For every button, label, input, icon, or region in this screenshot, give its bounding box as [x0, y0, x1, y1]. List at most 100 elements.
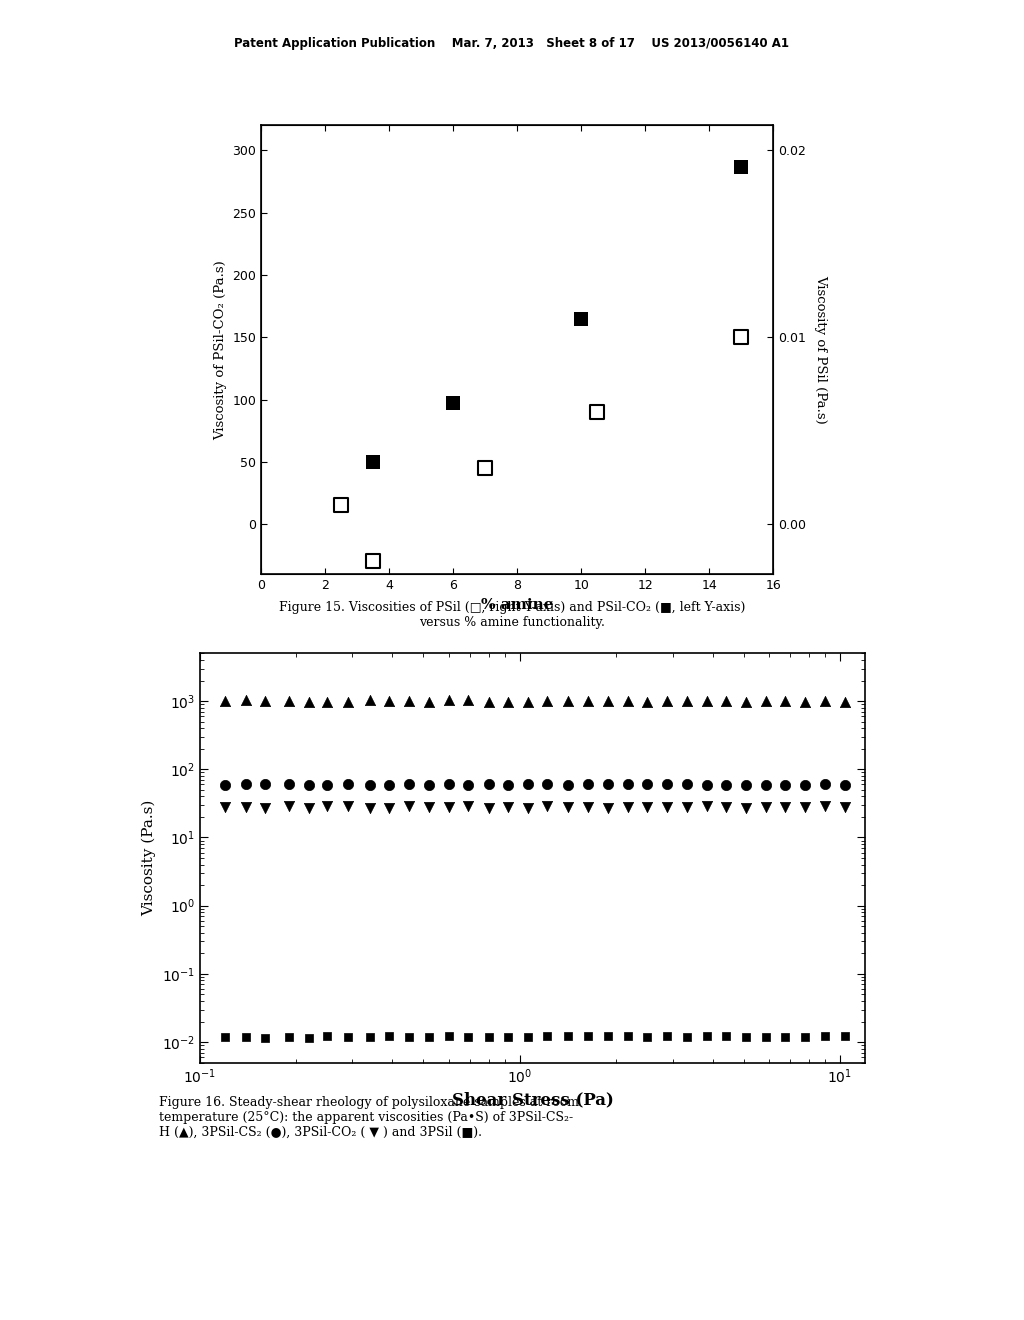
Point — [520, 774, 537, 795]
Point — [589, 401, 605, 422]
Point — [639, 692, 655, 713]
Point — [301, 775, 317, 796]
Point — [361, 1026, 378, 1047]
Point — [639, 1027, 655, 1048]
Point — [361, 690, 378, 711]
Point — [580, 1026, 596, 1047]
Point — [480, 1027, 497, 1048]
Point — [440, 796, 457, 817]
Point — [520, 1027, 537, 1048]
Point — [777, 796, 794, 817]
Point — [480, 692, 497, 713]
Point — [620, 690, 636, 711]
Point — [718, 1026, 734, 1047]
Point — [340, 1027, 356, 1048]
Point — [520, 692, 537, 713]
Point — [559, 775, 575, 796]
Point — [444, 393, 461, 414]
Point — [797, 692, 813, 713]
Point — [460, 796, 476, 817]
X-axis label: Shear Stress (Pa): Shear Stress (Pa) — [452, 1092, 613, 1109]
Point — [737, 797, 754, 818]
Point — [620, 797, 636, 818]
Point — [340, 796, 356, 817]
Point — [620, 774, 636, 795]
Point — [816, 796, 833, 817]
Point — [500, 774, 516, 795]
Point — [559, 690, 575, 711]
Point — [217, 1026, 233, 1047]
Point — [318, 775, 335, 796]
Point — [333, 495, 349, 516]
Point — [239, 796, 255, 817]
Point — [599, 690, 615, 711]
Point — [301, 797, 317, 818]
Point — [460, 690, 476, 711]
Point — [281, 796, 297, 817]
Point — [777, 774, 794, 795]
Point — [365, 451, 381, 473]
Point — [698, 775, 715, 796]
Point — [400, 774, 417, 795]
Point — [361, 797, 378, 818]
Point — [361, 774, 378, 795]
Point — [599, 797, 615, 818]
Point — [580, 690, 596, 711]
Y-axis label: Viscosity of PSil (Pa.s): Viscosity of PSil (Pa.s) — [814, 276, 826, 424]
Point — [599, 774, 615, 795]
Point — [639, 774, 655, 795]
X-axis label: % amine: % amine — [481, 598, 553, 611]
Point — [257, 774, 273, 795]
Point — [540, 1026, 556, 1047]
Point — [679, 796, 695, 817]
Point — [281, 774, 297, 795]
Point — [381, 797, 397, 818]
Point — [477, 457, 494, 478]
Point — [758, 690, 774, 711]
Y-axis label: Viscosity (Pa.s): Viscosity (Pa.s) — [141, 800, 156, 916]
Point — [460, 775, 476, 796]
Point — [777, 690, 794, 711]
Point — [816, 690, 833, 711]
Point — [797, 796, 813, 817]
Point — [816, 774, 833, 795]
Point — [440, 774, 457, 795]
Text: Figure 15. Viscosities of PSil (□, right Y-axis) and PSil-CO₂ (■, left Y-axis)
v: Figure 15. Viscosities of PSil (□, right… — [279, 601, 745, 628]
Point — [318, 1026, 335, 1047]
Point — [797, 1026, 813, 1047]
Point — [698, 690, 715, 711]
Point — [340, 774, 356, 795]
Point — [239, 774, 255, 795]
Point — [333, 495, 349, 516]
Point — [381, 775, 397, 796]
Point — [281, 690, 297, 711]
Point — [679, 690, 695, 711]
Point — [301, 692, 317, 713]
Point — [698, 796, 715, 817]
Point — [217, 775, 233, 796]
Point — [257, 690, 273, 711]
Text: Figure 16. Steady-shear rheology of polysiloxane samples at room
temperature (25: Figure 16. Steady-shear rheology of poly… — [159, 1096, 579, 1139]
Point — [658, 1026, 675, 1047]
Point — [816, 1026, 833, 1047]
Point — [797, 775, 813, 796]
Point — [837, 774, 853, 795]
Point — [658, 796, 675, 817]
Point — [239, 1026, 255, 1047]
Point — [559, 1026, 575, 1047]
Point — [620, 1026, 636, 1047]
Y-axis label: Viscosity of PSil-CO₂ (Pa.s): Viscosity of PSil-CO₂ (Pa.s) — [214, 260, 227, 440]
Point — [758, 796, 774, 817]
Point — [365, 550, 381, 572]
Point — [737, 692, 754, 713]
Point — [500, 1027, 516, 1048]
Point — [460, 1027, 476, 1048]
Point — [559, 796, 575, 817]
Point — [421, 796, 437, 817]
Point — [599, 1026, 615, 1047]
Point — [520, 797, 537, 818]
Point — [540, 690, 556, 711]
Point — [257, 797, 273, 818]
Point — [400, 690, 417, 711]
Point — [679, 1026, 695, 1047]
